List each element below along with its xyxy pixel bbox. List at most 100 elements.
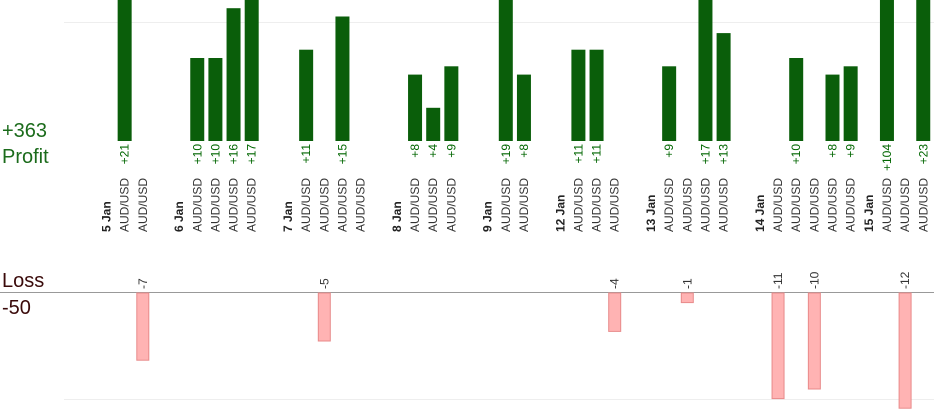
category-labels: 5 Jan 6 Jan 7 Jan 8 Jan 9 Jan 12 Jan 13 Jan 14 …: [100, 144, 931, 289]
date-label: 9 Jan: [481, 201, 495, 232]
profit-bar: [843, 66, 858, 141]
profit-value-label: +4: [426, 144, 440, 158]
date-label: 15 Jan: [862, 195, 876, 232]
loss-value-label: -4: [608, 278, 622, 289]
profit-value-label: +11: [571, 144, 585, 164]
date-label: 8 Jan: [390, 201, 404, 232]
profit-value-label: +10: [789, 144, 803, 165]
pair-label: AUD/USD: [680, 178, 694, 232]
profit-bar: [190, 58, 205, 141]
profit-value-label: +8: [408, 144, 422, 158]
pair-label: AUD/USD: [662, 178, 676, 232]
loss-total: -50: [2, 297, 31, 319]
pair-label: AUD/USD: [608, 178, 622, 232]
loss-value-label: -1: [680, 278, 694, 289]
profit-value-label: +19: [499, 144, 513, 165]
loss-bar: [807, 292, 821, 390]
profit-total: +363: [2, 120, 47, 142]
profit-bar: [716, 33, 731, 141]
loss-value-label: -11: [771, 272, 785, 289]
profit-value-label: +11: [299, 144, 313, 164]
profit-bar: [825, 74, 840, 141]
profit-label: Profit: [2, 146, 49, 168]
loss-label: Loss: [2, 270, 44, 292]
pair-label: AUD/USD: [299, 178, 313, 232]
loss-bar: [680, 292, 694, 304]
profit-value-label: +13: [717, 144, 731, 165]
pair-label: AUD/USD: [136, 178, 150, 232]
profit-bar: [571, 49, 586, 142]
date-label: 7 Jan: [281, 201, 295, 232]
pair-label: AUD/USD: [517, 178, 531, 232]
loss-bar: [317, 292, 331, 342]
pair-label: AUD/USD: [590, 178, 604, 232]
pair-label: AUD/USD: [354, 178, 368, 232]
profit-value-label: +9: [844, 144, 858, 158]
loss-bar: [136, 292, 150, 361]
pair-label: AUD/USD: [317, 178, 331, 232]
pair-label: AUD/USD: [208, 178, 222, 232]
pair-label: AUD/USD: [118, 178, 132, 232]
pair-label: AUD/USD: [844, 178, 858, 232]
profit-bar: [335, 16, 350, 141]
date-label: 14 Jan: [753, 195, 767, 232]
date-label: 13 Jan: [644, 195, 658, 232]
loss-bar: [771, 292, 785, 400]
profit-bar: [208, 58, 223, 141]
pair-label: AUD/USD: [916, 178, 930, 232]
profit-value-label: +21: [118, 144, 132, 165]
profit-value-label: +9: [444, 144, 458, 158]
profit-bar: [498, 0, 513, 142]
pair-label: AUD/USD: [190, 178, 204, 232]
profit-bar: [589, 49, 604, 142]
pair-label: AUD/USD: [335, 178, 349, 232]
profit-value-label: +9: [662, 144, 676, 158]
profit-value-label: +8: [826, 144, 840, 158]
pair-label: AUD/USD: [571, 178, 585, 232]
pair-label: AUD/USD: [717, 178, 731, 232]
profit-value-label: +10: [190, 144, 204, 165]
profit-bars: [117, 0, 931, 142]
pair-label: AUD/USD: [426, 178, 440, 232]
pair-label: AUD/USD: [880, 178, 894, 232]
profit-bar: [226, 8, 241, 142]
pair-label: AUD/USD: [444, 178, 458, 232]
profit-bar: [244, 0, 259, 142]
pair-label: AUD/USD: [807, 178, 821, 232]
loss-value-label: -5: [317, 278, 331, 289]
profit-bar: [879, 0, 894, 142]
loss-bar: [608, 292, 622, 332]
pair-label: AUD/USD: [826, 178, 840, 232]
profit-value-label: +16: [227, 144, 241, 165]
profit-bar: [916, 0, 931, 142]
date-label: 12 Jan: [553, 195, 567, 232]
profit-bar: [516, 74, 531, 141]
pair-label: AUD/USD: [698, 178, 712, 232]
profit-bar: [444, 66, 459, 141]
profit-value-label: +17: [245, 144, 259, 165]
profit-value-label: +17: [698, 144, 712, 165]
profit-value-label: +23: [916, 144, 930, 165]
profit-bar: [789, 58, 804, 141]
loss-value-label: -10: [807, 271, 821, 289]
pair-label: AUD/USD: [408, 178, 422, 232]
profit-bar: [299, 49, 314, 142]
date-label: 6 Jan: [172, 201, 186, 232]
loss-value-label: -12: [898, 271, 912, 289]
profit-bar: [408, 74, 423, 141]
profit-value-label: +15: [335, 144, 349, 165]
summary-labels: +363 Profit Loss -50: [2, 120, 49, 319]
profit-bar: [426, 107, 441, 141]
pair-label: AUD/USD: [245, 178, 259, 232]
profit-value-label: +11: [590, 144, 604, 164]
loss-bar: [898, 292, 912, 409]
loss-bars: [136, 292, 912, 409]
profit-value-label: +8: [517, 144, 531, 158]
profit-bar: [698, 0, 713, 142]
pair-label: AUD/USD: [898, 178, 912, 232]
loss-value-label: -7: [136, 278, 150, 289]
profit-bar: [662, 66, 677, 141]
profit-value-label: +104: [880, 144, 894, 171]
pair-label: AUD/USD: [789, 178, 803, 232]
